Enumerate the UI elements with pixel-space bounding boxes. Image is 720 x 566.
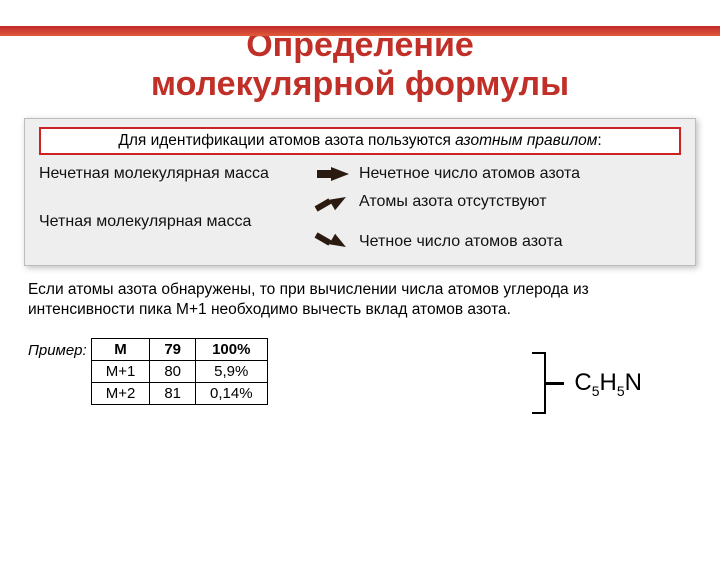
formula-c: C <box>574 369 591 396</box>
table-cell: М+2 <box>91 383 150 405</box>
arrow-icon <box>331 167 349 181</box>
banner-prefix: Для идентификации атомов азота пользуютс… <box>118 132 455 149</box>
molecular-formula: C5H5N <box>574 369 642 399</box>
table-cell: 0,14% <box>196 383 268 405</box>
formula-n: N <box>625 369 642 396</box>
even-atoms-label: Четное число атомов азота <box>359 233 562 251</box>
top-gradient-bar <box>0 26 720 36</box>
table-cell: М+1 <box>91 361 150 383</box>
formula-h-sub: 5 <box>617 382 625 398</box>
example-section: Пример: M 79 100% М+1 80 5,9% М+2 81 0,1… <box>28 338 692 414</box>
table-cell: 5,9% <box>196 361 268 383</box>
formula-c-sub: 5 <box>592 382 600 398</box>
example-label: Пример: <box>28 338 87 359</box>
rule-banner: Для идентификации атомов азота пользуютс… <box>39 127 681 155</box>
explanation-paragraph: Если атомы азота обнаружены, то при вычи… <box>28 280 692 320</box>
table-header-row: M 79 100% <box>91 339 267 361</box>
split-arrow-icon <box>309 193 349 251</box>
mass-intensity-table: M 79 100% М+1 80 5,9% М+2 81 0,14% <box>91 338 268 405</box>
odd-mass-row: Нечетная молекулярная масса Нечетное чис… <box>39 165 681 183</box>
table-cell: 80 <box>150 361 196 383</box>
formula-h: H <box>600 369 617 396</box>
table-row: М+2 81 0,14% <box>91 383 267 405</box>
table-cell: 81 <box>150 383 196 405</box>
no-atoms-label: Атомы азота отсутствуют <box>359 193 562 211</box>
formula-result: C5H5N <box>532 338 642 414</box>
odd-mass-label: Нечетная молекулярная масса <box>39 165 299 183</box>
rule-rows: Нечетная молекулярная масса Нечетное чис… <box>39 165 681 251</box>
even-mass-outcomes: Атомы азота отсутствуют Четное число ато… <box>359 193 562 251</box>
table-row: М+1 80 5,9% <box>91 361 267 383</box>
table-header: 79 <box>150 339 196 361</box>
bracket-icon <box>532 352 564 414</box>
banner-emphasis: азотным правилом <box>455 132 597 149</box>
page-title: Определение молекулярной формулы <box>0 26 720 104</box>
title-line-2: молекулярной формулы <box>151 65 569 103</box>
even-mass-row: Четная молекулярная масса Атомы азота от… <box>39 193 681 251</box>
even-mass-label: Четная молекулярная масса <box>39 213 299 231</box>
odd-atoms-label: Нечетное число атомов азота <box>359 165 580 183</box>
nitrogen-rule-box: Для идентификации атомов азота пользуютс… <box>24 118 696 266</box>
table-header: M <box>91 339 150 361</box>
table-header: 100% <box>196 339 268 361</box>
banner-suffix: : <box>597 132 601 149</box>
